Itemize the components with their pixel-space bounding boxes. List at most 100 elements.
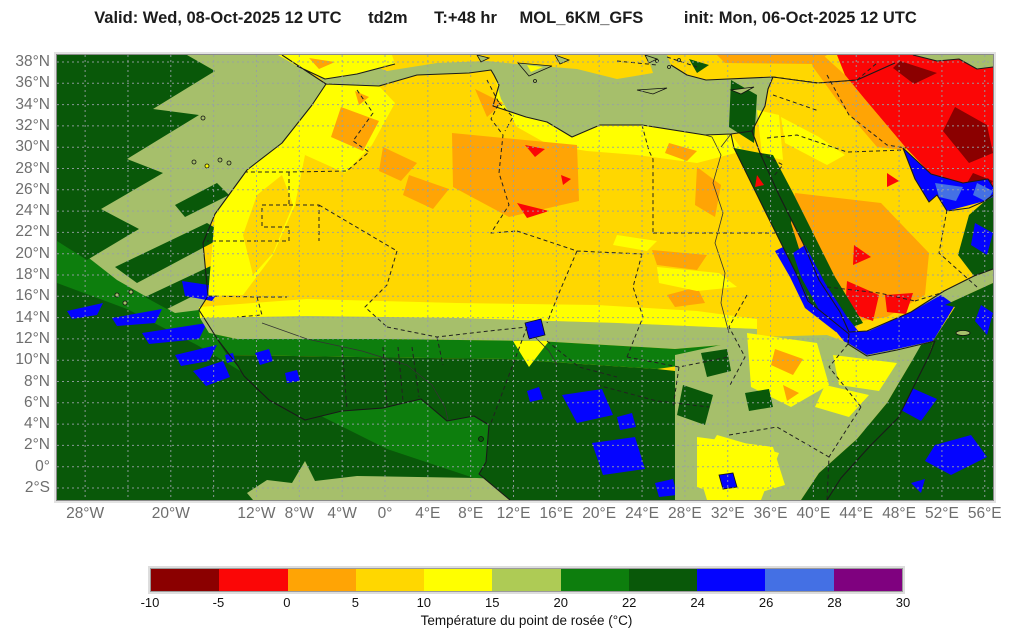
lat-tick-label: 12°N bbox=[15, 329, 50, 347]
colorbar-tick: 30 bbox=[895, 595, 911, 610]
socotra-island bbox=[955, 330, 971, 336]
region-wsahara-gold-inner bbox=[243, 175, 293, 275]
coastline-paths bbox=[198, 55, 993, 500]
lat-tick-label: 26°N bbox=[15, 180, 50, 198]
lat-tick-label: 24°N bbox=[15, 202, 50, 220]
lat-tick-label: 14°N bbox=[15, 308, 50, 326]
colorbar-cell bbox=[765, 569, 834, 591]
region-sudan-yellow-streaks bbox=[613, 235, 737, 291]
canary-island-3 bbox=[217, 157, 223, 163]
region-caspian-sea bbox=[913, 55, 993, 69]
lon-tick-label: 24°E bbox=[625, 505, 659, 522]
colorbar-cell bbox=[560, 569, 629, 591]
lat-tick-label: 2°S bbox=[24, 479, 50, 496]
lat-tick-label: 4°N bbox=[23, 415, 50, 433]
colorbar-cell bbox=[219, 569, 288, 591]
lon-tick-label: 12°E bbox=[496, 505, 531, 522]
colorbar-tick: 0 bbox=[283, 595, 291, 610]
region-persian-gulf-lightblue bbox=[935, 183, 993, 202]
region-libya-egypt-coast-yellow bbox=[493, 75, 743, 163]
map-plot-area bbox=[56, 54, 994, 501]
region-egypt-redsea-orange bbox=[665, 143, 721, 217]
region-asir-blue-band bbox=[793, 245, 863, 345]
lon-tick-label: 0° bbox=[377, 505, 393, 522]
title-valid-time: Valid: Wed, 08-Oct-2025 12 UTC bbox=[94, 9, 342, 27]
colorbar-cell bbox=[697, 569, 766, 591]
cyprus-island bbox=[729, 86, 755, 95]
lon-tick-label: 20°E bbox=[582, 505, 617, 522]
canary-island-1 bbox=[191, 159, 197, 165]
malta-island bbox=[533, 79, 537, 83]
cape-verde-island-3 bbox=[128, 289, 134, 295]
lat-tick-label: 34°N bbox=[15, 95, 50, 113]
sicily-yellow-patch bbox=[527, 65, 543, 72]
country-borders bbox=[207, 56, 978, 500]
colorbar-tick: 20 bbox=[553, 595, 568, 610]
lon-tick-label: 4°E bbox=[415, 505, 441, 522]
aegean-island-2 bbox=[667, 65, 671, 69]
region-iberia-orange-spot bbox=[309, 58, 335, 69]
region-iberia bbox=[278, 55, 395, 79]
grid-lines bbox=[57, 55, 993, 500]
region-somalia-coast-band bbox=[801, 341, 933, 500]
region-levant-darkgreen bbox=[729, 80, 757, 143]
region-guinea-blue-specks bbox=[225, 349, 300, 383]
lat-tick-label: 32°N bbox=[15, 116, 50, 134]
colorbar-cell bbox=[287, 569, 356, 591]
colorbar-tick: 22 bbox=[621, 595, 637, 610]
lat-tick-label: 36°N bbox=[15, 74, 50, 92]
lat-tick-label: 6°N bbox=[23, 393, 50, 411]
title-variable: td2m bbox=[368, 9, 408, 27]
region-arabia-red-patches bbox=[755, 173, 913, 321]
greece-tip bbox=[644, 55, 659, 64]
colorbar-tick: 24 bbox=[690, 595, 705, 610]
cape-verde-island-2 bbox=[122, 300, 128, 306]
title-init-time: init: Mon, 06-Oct-2025 12 UTC bbox=[683, 9, 917, 27]
coastlines bbox=[198, 55, 993, 500]
lon-tick-label: 12°W bbox=[237, 505, 276, 522]
lon-tick-label: 4°W bbox=[327, 505, 357, 522]
aegean-island-3 bbox=[677, 58, 681, 62]
lon-tick-label: 28°W bbox=[66, 505, 105, 522]
region-sahel-yellow-band bbox=[199, 299, 757, 329]
region-atlas-orange bbox=[331, 91, 417, 181]
lake-chad bbox=[524, 318, 546, 340]
colorbar-tick: 15 bbox=[485, 595, 500, 610]
colorbar-caption: Température du point de rosée (°C) bbox=[420, 613, 633, 628]
region-sahel-green-band bbox=[209, 333, 757, 369]
lat-tick-label: 18°N bbox=[15, 266, 50, 283]
chari-river bbox=[534, 336, 558, 366]
canary-island-4 bbox=[226, 160, 232, 166]
colorbar-tick: 28 bbox=[827, 595, 842, 610]
colorbar-tick: -10 bbox=[140, 595, 160, 610]
islands bbox=[114, 55, 971, 442]
lon-tick-label: 36°E bbox=[753, 505, 788, 522]
crete-island bbox=[636, 87, 668, 95]
colorbar-cell bbox=[492, 569, 561, 591]
title-model-name: MOL_6KM_GFS bbox=[519, 9, 644, 27]
lat-tick-label: 0° bbox=[35, 457, 50, 475]
country-border-lines bbox=[207, 56, 978, 500]
lat-tick-label: 10°N bbox=[15, 351, 50, 369]
lat-tick-label: 8°N bbox=[23, 372, 50, 390]
bioko-island bbox=[478, 436, 484, 442]
colorbar-cell bbox=[151, 569, 220, 591]
lon-tick-label: 8°E bbox=[458, 505, 484, 522]
colorbar-cell bbox=[628, 569, 698, 591]
region-senegal-offshore-blue-streaks bbox=[67, 281, 230, 386]
region-iran-darkred-patches bbox=[893, 61, 993, 193]
colorbar-tick: 10 bbox=[416, 595, 432, 610]
region-anatolia-orange-fringe bbox=[717, 55, 827, 64]
region-red-sea-south-blue bbox=[775, 247, 843, 332]
italy-toe bbox=[554, 55, 571, 65]
lon-tick-label: 32°E bbox=[710, 505, 745, 522]
lat-tick-label: 2°N bbox=[23, 436, 50, 454]
region-gulf-of-oman-blue-patch bbox=[971, 223, 993, 255]
lon-tick-label: 52°E bbox=[925, 505, 959, 522]
region-chad-yellow-wedge bbox=[513, 341, 549, 367]
region-congo-blue-patches bbox=[527, 387, 677, 497]
region-zagros-orange-band bbox=[809, 55, 906, 150]
region-gulf-of-aden bbox=[848, 295, 955, 355]
region-indian-ocean-blue-patches bbox=[863, 305, 993, 493]
